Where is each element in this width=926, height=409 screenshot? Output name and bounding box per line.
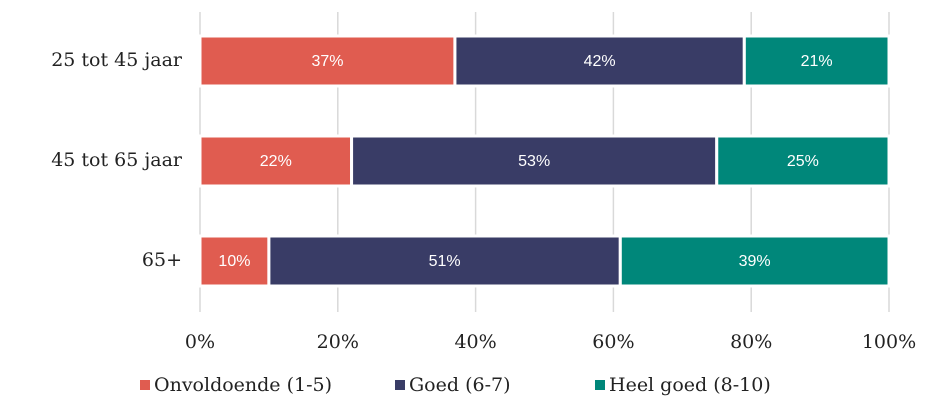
data-label: 53% bbox=[518, 153, 550, 170]
data-label: 22% bbox=[260, 153, 292, 170]
x-tick-label: 60% bbox=[592, 331, 634, 353]
data-label: 39% bbox=[739, 253, 771, 270]
x-tick-label: 0% bbox=[185, 331, 215, 353]
bar-segment bbox=[198, 134, 354, 188]
data-label: 21% bbox=[801, 53, 833, 70]
x-tick-label: 40% bbox=[454, 331, 496, 353]
legend-label: Heel goed (8-10) bbox=[609, 374, 771, 396]
x-tick-label: 80% bbox=[730, 331, 772, 353]
bar-segment bbox=[267, 234, 622, 288]
data-label: 37% bbox=[311, 53, 343, 70]
legend-swatch bbox=[140, 380, 150, 390]
x-tick-label: 100% bbox=[862, 331, 916, 353]
legend-label: Onvoldoende (1-5) bbox=[154, 374, 332, 396]
data-label: 42% bbox=[584, 53, 616, 70]
legend-swatch bbox=[595, 380, 605, 390]
bar-segment bbox=[198, 34, 457, 88]
legend-swatch bbox=[395, 380, 405, 390]
bar-segment bbox=[742, 34, 891, 88]
y-tick-label: 65+ bbox=[142, 249, 182, 271]
bar-segment bbox=[350, 134, 719, 188]
data-label: 25% bbox=[787, 153, 819, 170]
y-tick-label: 45 tot 65 jaar bbox=[51, 149, 183, 171]
y-tick-label: 25 tot 45 jaar bbox=[51, 49, 183, 71]
data-label: 10% bbox=[218, 253, 250, 270]
data-label: 51% bbox=[429, 253, 461, 270]
x-tick-label: 20% bbox=[317, 331, 359, 353]
legend-label: Goed (6-7) bbox=[409, 374, 511, 396]
bar-segment bbox=[618, 234, 891, 288]
bar-segment bbox=[715, 134, 891, 188]
